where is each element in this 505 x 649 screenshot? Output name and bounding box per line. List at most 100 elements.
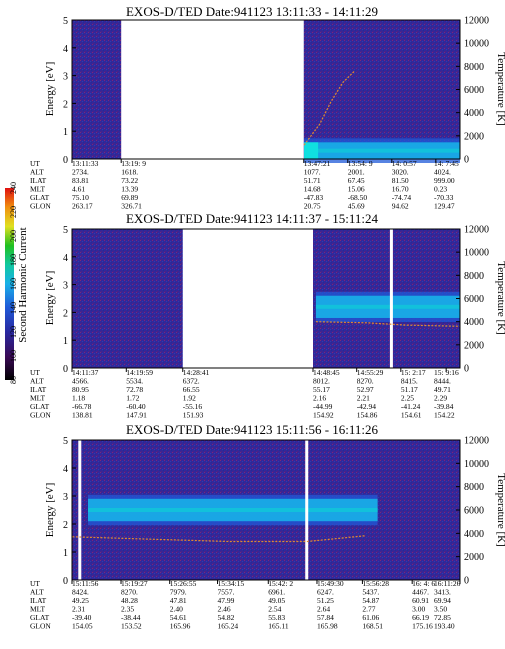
- orbit-cell: 5534.: [126, 377, 143, 386]
- orbit-cell: 147.91: [126, 411, 147, 420]
- orbit-cell: 4.61: [72, 185, 85, 194]
- y2-tick-label: 10000: [464, 248, 489, 259]
- orbit-cell: 165.98: [317, 622, 338, 631]
- y-tick-label: 2: [63, 99, 68, 110]
- orbit-cell: 69.94: [434, 596, 451, 605]
- orbit-cell: -70.33: [434, 193, 454, 202]
- orbit-cell: 20.75: [304, 202, 321, 211]
- orbit-cell: 1618.: [121, 168, 138, 177]
- data-gap-line: [78, 440, 82, 580]
- colorbar-tick-label: 240: [9, 182, 18, 194]
- orbit-cell: 51.17: [401, 385, 418, 394]
- orbit-cell: 54.87: [362, 596, 379, 605]
- orbit-cell: 2.54: [268, 605, 281, 614]
- orbit-cell: 1.72: [126, 394, 139, 403]
- orbit-row-label: MLT: [30, 394, 46, 403]
- orbit-cell: 8415.: [401, 377, 418, 386]
- orbit-cell: 16: 4: 6: [412, 579, 435, 588]
- orbit-cell: 2.16: [313, 394, 326, 403]
- orbit-cell: 67.45: [348, 176, 365, 185]
- orbit-cell: 153.52: [121, 622, 142, 631]
- orbit-cell: 14:55:29: [357, 368, 384, 377]
- data-gap-line: [305, 440, 309, 580]
- y-tick-label: 5: [63, 16, 68, 27]
- orbit-cell: 2.64: [317, 605, 330, 614]
- orbit-cell: 13:47:21: [304, 159, 331, 168]
- orbit-cell: 154.61: [401, 411, 422, 420]
- y-tick-label: 1: [63, 336, 68, 347]
- orbit-cell: 2.29: [434, 394, 447, 403]
- panel-3-plot: 0 1 2 3 4 5 0 2000 4000 6000 8000 10000 12000: [63, 436, 489, 588]
- orbit-cell: 72.85: [434, 613, 451, 622]
- y2-tick-label: 8000: [464, 482, 484, 493]
- orbit-cell: -74.74: [392, 193, 412, 202]
- orbit-cell: 49.71: [434, 385, 451, 394]
- orbit-row-label: GLAT: [30, 193, 50, 202]
- orbit-cell: -60.40: [126, 402, 146, 411]
- orbit-cell: 3.50: [434, 605, 447, 614]
- panel-2: EXOS-D/TED Date:941123 14:11:37 - 15:11:…: [30, 211, 505, 420]
- orbit-cell: 154.05: [72, 622, 93, 631]
- orbit-cell: 83.81: [72, 176, 89, 185]
- panel-3: EXOS-D/TED Date:941123 15:11:56 - 16:11:…: [30, 422, 505, 631]
- orbit-cell: 4024.: [434, 168, 451, 177]
- orbit-cell: 2.25: [401, 394, 414, 403]
- orbit-row-label: GLON: [30, 622, 51, 631]
- y2-tick-label: 12000: [464, 436, 489, 447]
- panel-3-title: EXOS-D/TED Date:941123 15:11:56 - 16:11:…: [126, 422, 379, 437]
- y-tick-label: 4: [63, 44, 68, 55]
- orbit-cell: 3.00: [412, 605, 425, 614]
- orbit-cell: 15:19:27: [121, 579, 148, 588]
- orbit-row-label: ILAT: [30, 385, 47, 394]
- orbit-cell: 61.06: [362, 613, 379, 622]
- y2-tick-label: 6000: [464, 506, 484, 517]
- orbit-cell: 5437.: [362, 588, 379, 597]
- orbit-cell: 15:26:55: [170, 579, 197, 588]
- orbit-cell: 165.11: [268, 622, 289, 631]
- y-tick-label: 2: [63, 308, 68, 319]
- colorbar-gradient: [5, 188, 14, 380]
- orbit-cell: 193.40: [434, 622, 455, 631]
- orbit-cell: 2.31: [72, 605, 85, 614]
- orbit-cell: 3413.: [434, 588, 451, 597]
- y-tick-label: 3: [63, 281, 68, 292]
- y-tick-label: 3: [63, 492, 68, 503]
- panel-3-ylabel: Energy [eV]: [44, 483, 56, 537]
- orbit-cell: 45.69: [348, 202, 365, 211]
- y2-tick-label: 2000: [464, 340, 484, 351]
- orbit-row-label: GLAT: [30, 402, 50, 411]
- orbit-cell: -68.50: [348, 193, 368, 202]
- orbit-cell: 13.39: [121, 185, 138, 194]
- orbit-cell: 263.17: [72, 202, 93, 211]
- y2-tick-label: 0: [464, 155, 469, 166]
- y-tick-label: 5: [63, 436, 68, 447]
- orbit-cell: 4467.: [412, 588, 429, 597]
- orbit-cell: 15:56:28: [362, 579, 389, 588]
- panel-2-y2label: Temperature [K]: [495, 261, 505, 334]
- orbit-row-label: GLON: [30, 411, 51, 420]
- orbit-cell: 8270.: [357, 377, 374, 386]
- orbit-cell: 3020.: [392, 168, 409, 177]
- panel-2-title: EXOS-D/TED Date:941123 14:11:37 - 15:11:…: [126, 211, 379, 226]
- colorbar-label: Second Harmonic Current: [17, 227, 29, 342]
- orbit-cell: 49.05: [268, 596, 285, 605]
- colorbar-tick-label: 100: [9, 350, 18, 362]
- orbit-cell: 8444.: [434, 377, 451, 386]
- y2-tick-label: 8000: [464, 62, 484, 73]
- orbit-row-label: ALT: [30, 377, 44, 386]
- orbit-cell: 51.71: [304, 176, 321, 185]
- y2-tick-label: 4000: [464, 108, 484, 119]
- orbit-cell: 15.06: [348, 185, 365, 194]
- orbit-cell: 326.71: [121, 202, 142, 211]
- orbit-cell: 7557.: [218, 588, 235, 597]
- orbit-cell: 47.99: [218, 596, 235, 605]
- orbit-cell: 14:48:45: [313, 368, 340, 377]
- y2-tick-label: 4000: [464, 317, 484, 328]
- panel-1-title: EXOS-D/TED Date:941123 13:11:33 - 14:11:…: [126, 4, 378, 19]
- orbit-cell: 15: 2:17: [401, 368, 426, 377]
- spectrum-band-core: [304, 148, 460, 153]
- orbit-cell: 154.86: [357, 411, 378, 420]
- orbit-cell: 49.25: [72, 596, 89, 605]
- y2-tick-label: 12000: [464, 16, 489, 27]
- orbit-cell: 75.10: [72, 193, 89, 202]
